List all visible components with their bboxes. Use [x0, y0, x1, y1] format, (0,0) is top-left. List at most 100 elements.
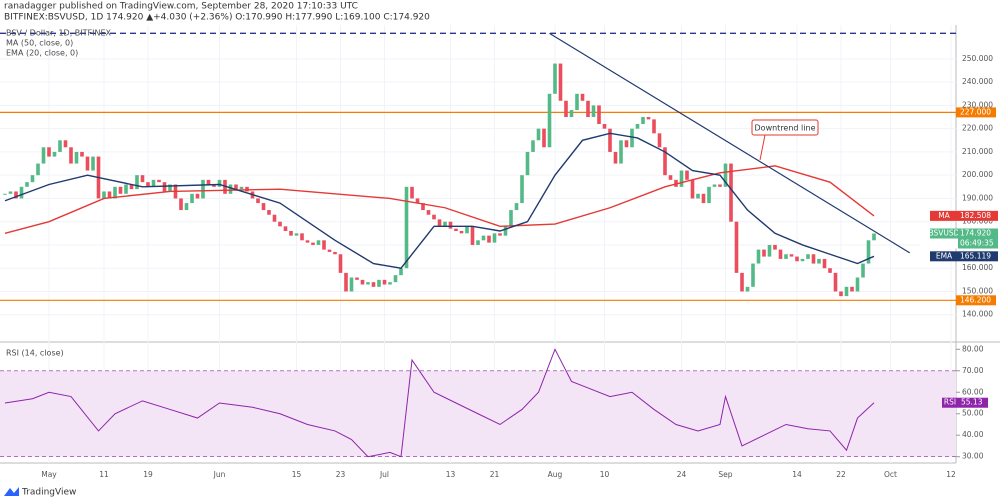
candle [712, 184, 717, 187]
candle [421, 203, 425, 211]
candle [756, 249, 761, 264]
candle [283, 226, 288, 231]
candle [443, 221, 447, 227]
candle [41, 147, 46, 164]
candle [355, 277, 359, 280]
candle [773, 244, 777, 250]
candle [795, 256, 799, 262]
candle [217, 179, 222, 187]
candle [531, 140, 535, 152]
x-tick-label: Jul [379, 470, 389, 479]
level-label: 146.200 [960, 295, 991, 304]
candle [861, 263, 865, 278]
candle [267, 210, 271, 215]
candle [228, 184, 233, 194]
candle [800, 258, 805, 262]
candle [80, 151, 84, 157]
rsi-tick-label: 50.00 [962, 409, 984, 418]
candle [14, 191, 18, 199]
rsi-tag-label: 55.13 [961, 398, 983, 407]
candle [239, 186, 244, 190]
price-tag-name-box [930, 228, 958, 239]
ema-line [4, 132, 875, 269]
candle [437, 219, 442, 227]
candle [382, 279, 387, 285]
candle [234, 184, 238, 190]
candle [509, 210, 513, 227]
candle [91, 156, 95, 171]
candle [322, 240, 326, 250]
candle [47, 147, 51, 157]
candle [157, 179, 161, 183]
annotation-box [751, 119, 819, 136]
candle [459, 231, 464, 234]
candle [668, 175, 673, 180]
candle [36, 163, 40, 176]
candle [866, 240, 871, 264]
candle [839, 291, 843, 297]
candle [525, 151, 530, 176]
candle [333, 251, 337, 255]
rsi-tag-box [958, 397, 988, 408]
candle [201, 179, 205, 199]
candle [536, 128, 541, 141]
candle [184, 203, 189, 211]
candle [872, 233, 876, 241]
price-tag-box [958, 251, 998, 262]
candle [113, 186, 117, 199]
candle [316, 240, 321, 245]
candle [690, 179, 695, 199]
price-tag-name: MA [938, 211, 950, 220]
candle [25, 182, 29, 187]
candle [366, 282, 370, 285]
candle [118, 186, 123, 194]
candle [58, 140, 62, 152]
candle [850, 286, 854, 292]
candle [151, 179, 156, 187]
x-tick-label: 13 [446, 470, 456, 479]
rsi-tick-label: 70.00 [962, 366, 984, 375]
candle [261, 203, 266, 211]
y-tick-label: 140.000 [962, 310, 993, 319]
x-tick-label: 21 [490, 470, 500, 479]
candle [745, 286, 750, 292]
price-tag-name-box [930, 251, 958, 262]
candle [767, 244, 772, 257]
level-tag [956, 107, 996, 118]
candle [140, 175, 145, 183]
candle [646, 117, 651, 120]
rsi-tag-name: RSI [944, 398, 956, 407]
candle [652, 119, 656, 134]
candle [107, 191, 112, 199]
candle [597, 105, 601, 125]
candle [3, 193, 7, 195]
candle [135, 175, 139, 190]
candle [663, 147, 667, 176]
candle [74, 151, 79, 164]
rsi-tick-label: 80.00 [962, 344, 984, 353]
candle [393, 275, 398, 283]
candle [388, 282, 392, 285]
candle [124, 184, 128, 194]
price-tag-label: 174.920 [960, 229, 991, 238]
candle [822, 258, 827, 269]
candle [789, 254, 794, 257]
candle [701, 193, 706, 204]
candle [696, 193, 700, 199]
candle [586, 100, 590, 118]
footer: TradingView [21, 488, 76, 498]
candle [272, 214, 277, 222]
candle [806, 254, 810, 259]
candle [729, 163, 733, 222]
y-tick-label: 150.000 [962, 286, 993, 295]
candle [734, 221, 739, 273]
candle [580, 93, 585, 101]
candle [811, 254, 816, 264]
candle [685, 170, 689, 180]
price-tag-name: BSVUSD [929, 229, 960, 238]
candle [613, 151, 618, 164]
y-tick-label: 180.000 [962, 217, 993, 226]
y-tick-label: 200.000 [962, 170, 993, 179]
rsi-tick-label: 40.00 [962, 430, 984, 439]
